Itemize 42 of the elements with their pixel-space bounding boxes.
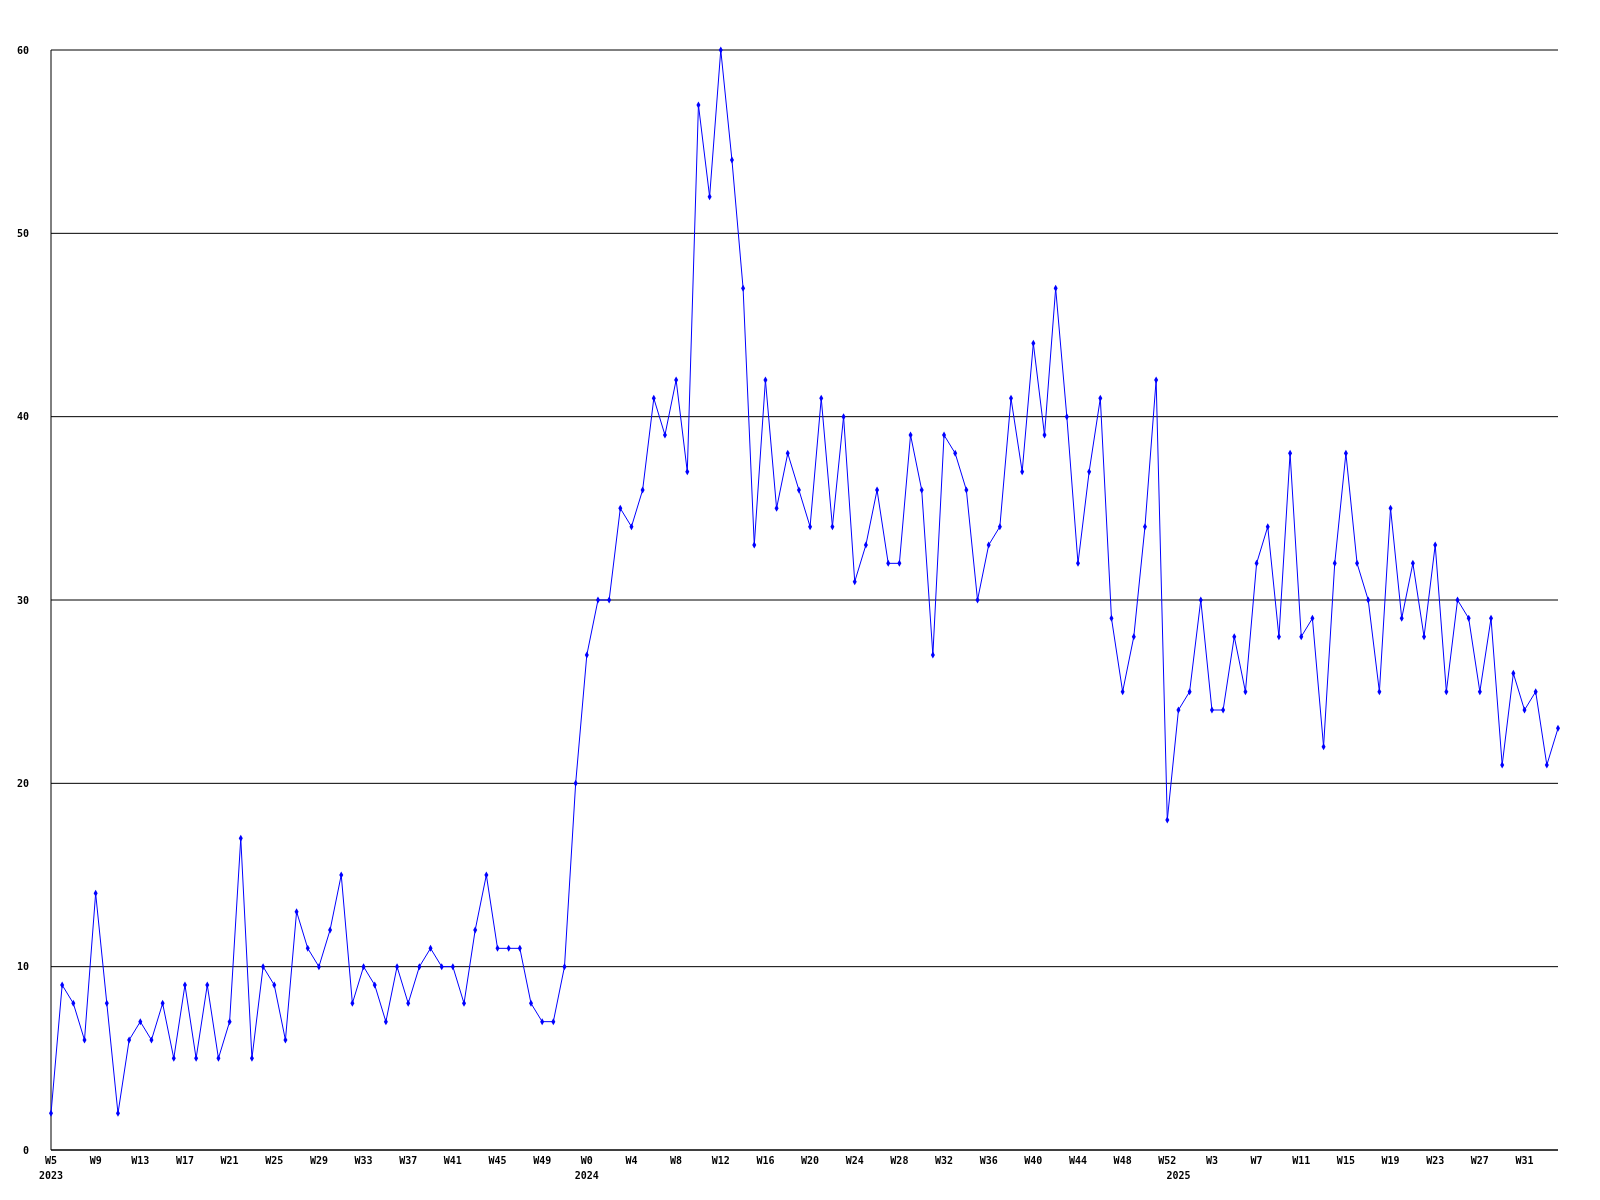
x-tick-label: W23 bbox=[1426, 1155, 1445, 1166]
x-tick-label: W48 bbox=[1113, 1155, 1132, 1166]
x-tick-label: W29 bbox=[309, 1155, 328, 1166]
x-tick-label: W5 2023 bbox=[38, 1155, 64, 1181]
x-tick-label: W11 bbox=[1292, 1155, 1311, 1166]
x-tick-label: W4 bbox=[625, 1155, 638, 1166]
x-tick-label: W36 bbox=[979, 1155, 998, 1166]
x-tick-label: W33 bbox=[354, 1155, 373, 1166]
x-tick-label: 2025 bbox=[1166, 1170, 1191, 1181]
x-tick-label: W52 bbox=[1158, 1155, 1177, 1166]
x-tick-label: W49 bbox=[533, 1155, 552, 1166]
x-tick-label: W17 bbox=[175, 1155, 194, 1166]
x-tick-label: W45 bbox=[488, 1155, 507, 1166]
x-tick-label: W9 bbox=[89, 1155, 102, 1166]
x-tick-label: W13 bbox=[131, 1155, 150, 1166]
x-tick-label: W0 2024 bbox=[574, 1155, 599, 1181]
x-tick-label: W20 bbox=[801, 1155, 820, 1166]
x-tick-label: W15 bbox=[1336, 1155, 1355, 1166]
x-tick-label: W8 bbox=[670, 1155, 683, 1166]
y-tick-label: 20 bbox=[16, 777, 29, 789]
x-tick-label: W41 bbox=[443, 1155, 462, 1166]
y-tick-label: 50 bbox=[16, 227, 29, 239]
x-tick-label: W44 bbox=[1068, 1155, 1088, 1166]
y-tick-label: 10 bbox=[16, 961, 29, 973]
x-tick-label: W21 bbox=[220, 1155, 239, 1166]
x-tick-label: W31 bbox=[1515, 1155, 1534, 1166]
x-tick-label: W32 bbox=[935, 1155, 954, 1166]
x-tick-label: W12 bbox=[711, 1155, 730, 1166]
x-tick-label: W19 bbox=[1381, 1155, 1400, 1166]
x-tick-label: W25 bbox=[265, 1155, 284, 1166]
y-tick-label: 60 bbox=[16, 44, 29, 56]
y-tick-label: 40 bbox=[16, 411, 29, 423]
x-tick-label: W24 bbox=[845, 1155, 864, 1166]
x-tick-label: W37 bbox=[399, 1155, 418, 1166]
x-tick-label: W27 bbox=[1470, 1155, 1489, 1166]
x-tick-label: W40 bbox=[1024, 1155, 1043, 1166]
y-tick-label: 30 bbox=[16, 594, 29, 606]
x-tick-label: W28 bbox=[890, 1155, 909, 1166]
y-tick-label: 0 bbox=[22, 1144, 29, 1156]
x-tick-label: W3 bbox=[1205, 1155, 1218, 1166]
x-tick-label: W16 bbox=[756, 1155, 775, 1166]
x-tick-label: W7 bbox=[1250, 1155, 1263, 1166]
